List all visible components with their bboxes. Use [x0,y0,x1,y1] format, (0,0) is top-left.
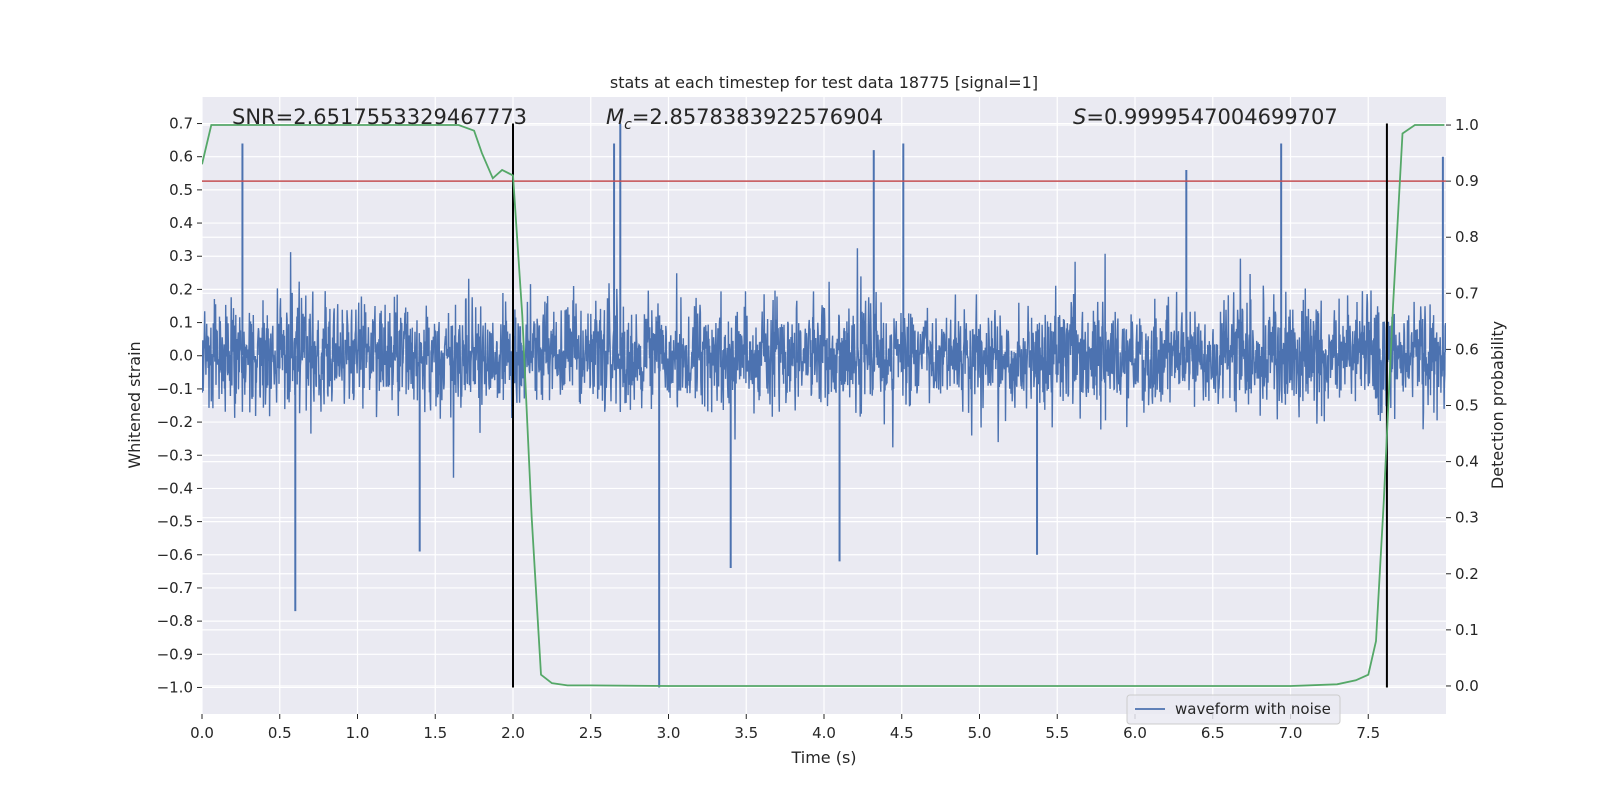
y-tick-label-right: 0.8 [1455,228,1479,246]
y-axis-left-ticks: 0.7 0.6 0.5 0.4 0.3 0.2 0.1 0.0 −0.1 −0.2 −0.3 −0.4… [157,115,202,696]
y-axis-right-ticks: 1.0 0.9 0.8 0.7 0.6 0.5 0.4 0.3 0.2 0.1 0.0 [1446,116,1479,695]
x-tick-label: 2.0 [501,724,525,742]
x-tick-label: 6.0 [1123,724,1147,742]
waveform-trace [202,248,1446,478]
y-tick-label-right: 0.6 [1455,340,1479,358]
y-tick-label-left: 0.4 [169,214,193,232]
x-tick-label: 0.0 [190,724,214,742]
y-tick-label-left: 0.2 [169,280,193,298]
y-tick-label-left: −0.1 [157,380,193,398]
snr-annotation: SNR=2.6517553329467773 [232,105,527,129]
legend-entry-waveform: waveform with noise [1175,700,1331,718]
x-tick-label: 0.5 [268,724,292,742]
x-tick-label: 7.0 [1279,724,1303,742]
s-symbol: S [1073,105,1086,129]
y-tick-label-left: 0.7 [169,115,193,133]
y-tick-label-right: 0.4 [1455,453,1479,471]
x-tick-label: 4.5 [890,724,914,742]
y-tick-label-right: 0.0 [1455,677,1479,695]
x-axis-label: Time (s) [790,748,856,767]
y-tick-label-left: 0.3 [169,247,193,265]
x-tick-label: 1.5 [423,724,447,742]
y-tick-label-left: −0.5 [157,513,193,531]
chirp-mass-value: =2.8578383922576904 [632,105,883,129]
x-axis-ticks: 0.0 0.5 1.0 1.5 2.0 2.5 3.0 3.5 4.0 4.5 5.0 5.5 6.0 6… [190,714,1380,742]
y-tick-label-left: −0.9 [157,645,193,663]
legend-box [1126,694,1341,725]
y-tick-label-left: −0.8 [157,612,193,630]
waveform-with-noise-series [202,123,1446,688]
y-tick-label-right: 0.9 [1455,172,1479,190]
overlay-lines [202,123,1446,688]
y-tick-label-left: −0.4 [157,479,193,497]
y-tick-label-left: −1.0 [157,678,193,696]
gridlines [201,97,1446,714]
x-tick-label: 1.0 [346,724,370,742]
x-tick-label: 6.5 [1201,724,1225,742]
y-tick-label-left: −0.6 [157,546,193,564]
detection-probability-line [202,124,1445,687]
s-value: =0.9999547004699707 [1086,105,1337,129]
x-tick-label: 5.0 [968,724,992,742]
y-tick-label-left: 0.6 [169,148,193,166]
y-tick-label-right: 0.2 [1455,565,1479,583]
y-axis-right-label: Detection probability [1488,321,1507,489]
y-tick-label-left: −0.3 [157,446,193,464]
y-tick-label-right: 0.7 [1455,284,1479,302]
y-tick-label-right: 1.0 [1455,116,1479,134]
x-tick-label: 2.5 [579,724,603,742]
y-tick-label-left: 0.5 [169,181,193,199]
y-tick-label-left: −0.7 [157,579,193,597]
chirp-mass-annotation: Mc=2.8578383922576904 [606,105,883,133]
y-tick-label-left: 0.1 [169,314,193,332]
chirp-mass-symbol: M [606,105,624,129]
y-tick-label-left: 0.0 [169,347,193,365]
y-tick-label-left: −0.2 [157,413,193,431]
y-tick-label-right: 0.1 [1455,621,1479,639]
x-tick-label: 5.5 [1045,724,1069,742]
s-annotation: S=0.9999547004699707 [1073,105,1338,129]
y-tick-label-right: 0.5 [1455,397,1479,415]
y-tick-label-right: 0.3 [1455,509,1479,527]
chart-title: stats at each timestep for test data 187… [610,73,1038,92]
x-tick-label: 7.5 [1356,724,1380,742]
x-tick-label: 3.0 [657,724,681,742]
y-axis-left-label: Whitened strain [125,341,144,468]
x-tick-label: 3.5 [734,724,758,742]
legend: waveform with noise [1126,694,1341,725]
x-tick-label: 4.0 [812,724,836,742]
chirp-mass-subscript: c [624,117,632,133]
